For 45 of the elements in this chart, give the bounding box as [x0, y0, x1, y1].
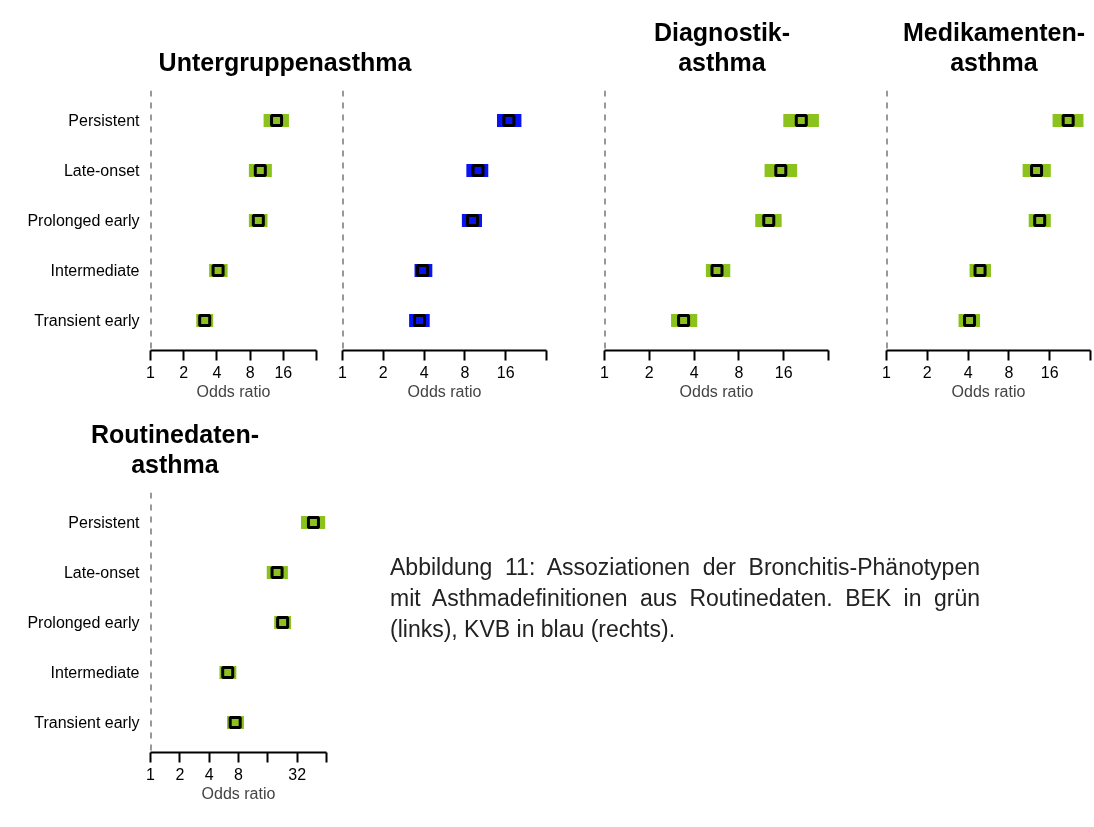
- x-tick-label: 4: [204, 765, 214, 783]
- x-tick-label: 4: [419, 363, 429, 381]
- y-tick-label: Intermediate: [50, 664, 140, 681]
- text: Abbildung 11: Assoziationen der Bronchitis-Phänotypen mit Asthmadefinitionen aus Routinedaten. BEK in grün (links), KVB in blau (rechts).: [390, 553, 980, 645]
- x-tick-label: 4: [212, 363, 222, 381]
- y-tick-label: Prolonged early: [27, 212, 140, 229]
- x-tick-label: 8: [460, 363, 470, 381]
- y-tick-label: Transient early: [34, 714, 140, 731]
- x-tick-label: 2: [922, 363, 932, 381]
- x-tick-label: 8: [1004, 363, 1014, 381]
- x-tick-label: 8: [234, 765, 244, 783]
- x-axis-title: Odds ratio: [679, 382, 754, 400]
- x-tick-label: 32: [288, 765, 307, 783]
- y-tick-label: Persistent: [68, 514, 141, 531]
- x-tick-label: 4: [689, 363, 699, 381]
- x-tick-label: 1: [146, 765, 156, 783]
- chart-title: Medikamenten- asthma: [903, 17, 1085, 77]
- x-tick-label: 8: [245, 363, 255, 381]
- chart-title: Untergruppenasthma: [158, 47, 412, 77]
- y-tick-label: Late-onset: [63, 564, 141, 581]
- x-tick-label: 1: [338, 363, 348, 381]
- x-tick-label: 1: [600, 363, 610, 381]
- chart-title: Routinedaten- asthma: [90, 419, 260, 479]
- x-tick-label: 8: [734, 363, 744, 381]
- y-tick-label: Intermediate: [50, 262, 140, 279]
- chart-title: Diagnostik- asthma: [653, 17, 791, 77]
- x-axis-title: Odds ratio: [951, 382, 1026, 400]
- y-tick-label: Late-onset: [63, 162, 141, 179]
- x-tick-label: 16: [1040, 363, 1059, 381]
- x-tick-label: 4: [963, 363, 973, 381]
- y-tick-label: Transient early: [34, 312, 140, 329]
- x-tick-label: 16: [496, 363, 515, 381]
- x-axis-title: Odds ratio: [407, 382, 482, 400]
- x-tick-label: 2: [378, 363, 388, 381]
- y-tick-label: Persistent: [68, 112, 141, 129]
- y-tick-label: Prolonged early: [27, 614, 140, 631]
- x-axis-title: Odds ratio: [196, 382, 271, 400]
- x-tick-label: 1: [146, 363, 156, 381]
- x-tick-label: 1: [882, 363, 892, 381]
- x-axis-title: Odds ratio: [201, 784, 276, 802]
- x-tick-label: 2: [644, 363, 654, 381]
- x-tick-label: 2: [179, 363, 189, 381]
- x-tick-label: 2: [175, 765, 185, 783]
- x-tick-label: 16: [774, 363, 793, 381]
- x-tick-label: 16: [274, 363, 293, 381]
